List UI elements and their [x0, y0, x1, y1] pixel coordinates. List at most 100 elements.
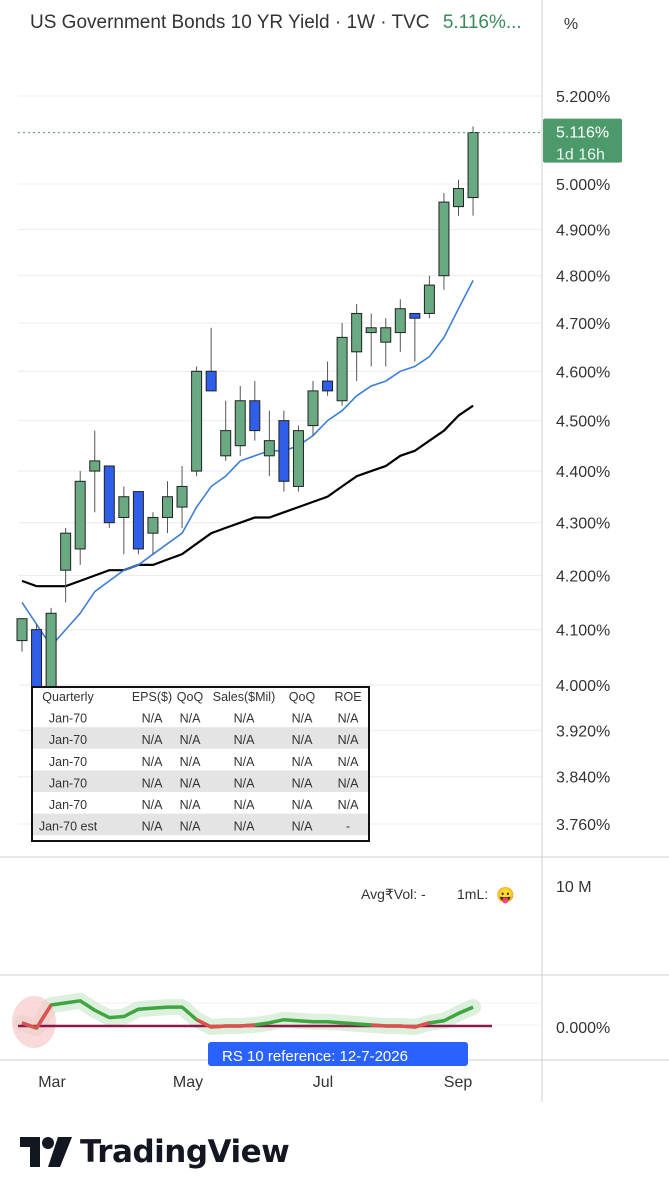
chart-title-last-value: 5.116%...: [443, 12, 522, 33]
table-cell: N/A: [142, 776, 164, 790]
time-axis-label: Mar: [38, 1074, 66, 1091]
unit-toggle-button[interactable]: %: [564, 16, 578, 33]
candle-body: [263, 440, 275, 457]
fundamentals-table: Quarterly EPS($) QoQ Sales($Mil) QoQ ROE Jan-7…: [31, 686, 370, 842]
table-cell: N/A: [292, 798, 314, 812]
price-tick-label: 4.200%: [556, 569, 610, 586]
table-header-cell: ROE: [334, 690, 361, 704]
table-header-cell: Sales($Mil): [213, 690, 276, 704]
candle: [89, 430, 101, 513]
price-tick-label: 4.800%: [556, 269, 610, 286]
candle-body: [322, 380, 334, 392]
price-tick-label: 4.100%: [556, 623, 610, 640]
table-header-cell: Quarterly: [42, 690, 94, 704]
table-cell: Jan-70: [49, 755, 87, 769]
oscillator-shading: [12, 992, 482, 1048]
rs-negative-highlight: [12, 996, 56, 1048]
table-cell: N/A: [180, 820, 202, 834]
ma-fast-layer: [21, 280, 474, 648]
table-cell: N/A: [338, 733, 360, 747]
table-cell: -: [346, 820, 350, 834]
rs-reference-badge: RS 10 reference: 12-7-2026: [208, 1042, 468, 1066]
price-tick-label: 4.400%: [556, 464, 610, 481]
rs-line-negative: [195, 1018, 212, 1029]
table-cell: N/A: [292, 755, 314, 769]
candle: [365, 313, 377, 367]
table-cell: N/A: [180, 712, 202, 726]
candle: [336, 322, 348, 406]
candle-body: [409, 312, 421, 319]
tradingview-logo-icon: [20, 1137, 72, 1167]
candle: [74, 471, 86, 565]
candle-body: [132, 491, 144, 550]
candle: [191, 366, 203, 477]
price-tick-label: 4.700%: [556, 316, 610, 333]
chart-title-symbol: US Government Bonds 10 YR Yield · 1W · T…: [30, 12, 430, 33]
table-cell: Jan-70 est: [39, 820, 98, 834]
time-axis-label: May: [173, 1074, 203, 1091]
candle-body: [336, 336, 348, 402]
table-cell: N/A: [292, 712, 314, 726]
candle: [394, 299, 406, 352]
table-cell: N/A: [142, 798, 164, 812]
candle-body: [162, 496, 173, 518]
chart-canvas[interactable]: US Government Bonds 10 YR Yield · 1W · T…: [0, 0, 669, 1120]
candle: [409, 312, 421, 362]
table-row-stripe: [33, 770, 368, 792]
candle: [263, 410, 275, 477]
candle: [453, 179, 464, 216]
time-axis-area[interactable]: [0, 1060, 542, 1106]
candle-body: [191, 370, 203, 472]
candle-body: [292, 430, 304, 487]
last-price-value: 5.116%: [556, 125, 609, 142]
candle-body: [394, 308, 406, 334]
rs-reference-text: RS 10 reference: 12-7-2026: [222, 1048, 408, 1065]
price-tick-label: 4.000%: [556, 678, 610, 695]
candle-body: [103, 465, 115, 524]
table-cell: N/A: [234, 712, 256, 726]
table-cell: N/A: [292, 776, 314, 790]
candle-body: [423, 284, 435, 314]
candle-body: [74, 480, 86, 550]
candle-body: [467, 132, 479, 199]
candle: [205, 327, 217, 392]
table-row-stripe: [33, 813, 368, 836]
candle: [147, 512, 159, 555]
candle-body: [89, 460, 101, 472]
last-price-tag: 5.116% 1d 16h: [543, 118, 622, 164]
fundamentals-table-body: Quarterly EPS($) QoQ Sales($Mil) QoQ ROE Jan-7…: [33, 690, 368, 836]
candle-body: [147, 516, 159, 534]
ma-fast-line: [21, 280, 474, 648]
candle: [103, 465, 115, 528]
price-tick-label: 4.300%: [556, 516, 610, 533]
candle: [249, 381, 261, 441]
table-header-cell: EPS($): [132, 690, 172, 704]
candle: [322, 361, 334, 396]
candle-body: [278, 420, 290, 482]
table-cell: N/A: [180, 755, 202, 769]
rs-line-negative: [400, 1024, 415, 1029]
table-cell: N/A: [142, 755, 164, 769]
candle-body: [176, 485, 188, 508]
table-cell: N/A: [338, 776, 360, 790]
candle: [162, 481, 173, 534]
price-axis-ticks: 5.200% 5.000% 4.900% 4.800% 4.700% 4.600% 4.50…: [556, 89, 610, 834]
candle: [438, 193, 450, 290]
table-cell: N/A: [234, 733, 256, 747]
candle-body: [365, 327, 377, 334]
price-tick-label: 4.900%: [556, 222, 610, 239]
price-tick-label: 3.760%: [556, 817, 610, 834]
table-cell: N/A: [180, 733, 202, 747]
table-header-cell: QoQ: [289, 690, 316, 704]
table-cell: N/A: [234, 776, 256, 790]
tradingview-brand: TradingView: [20, 1134, 290, 1170]
candle-body: [453, 188, 464, 208]
price-tick-label: 5.200%: [556, 89, 610, 106]
candle: [16, 618, 28, 652]
avg-volume-label: Avg₹Vol: -: [361, 886, 426, 902]
rs-line-negative: [211, 1024, 226, 1029]
ma-slow-line: [21, 404, 474, 588]
candle-body: [249, 400, 261, 432]
candle: [351, 303, 363, 382]
last-price-countdown: 1d 16h: [556, 147, 605, 164]
